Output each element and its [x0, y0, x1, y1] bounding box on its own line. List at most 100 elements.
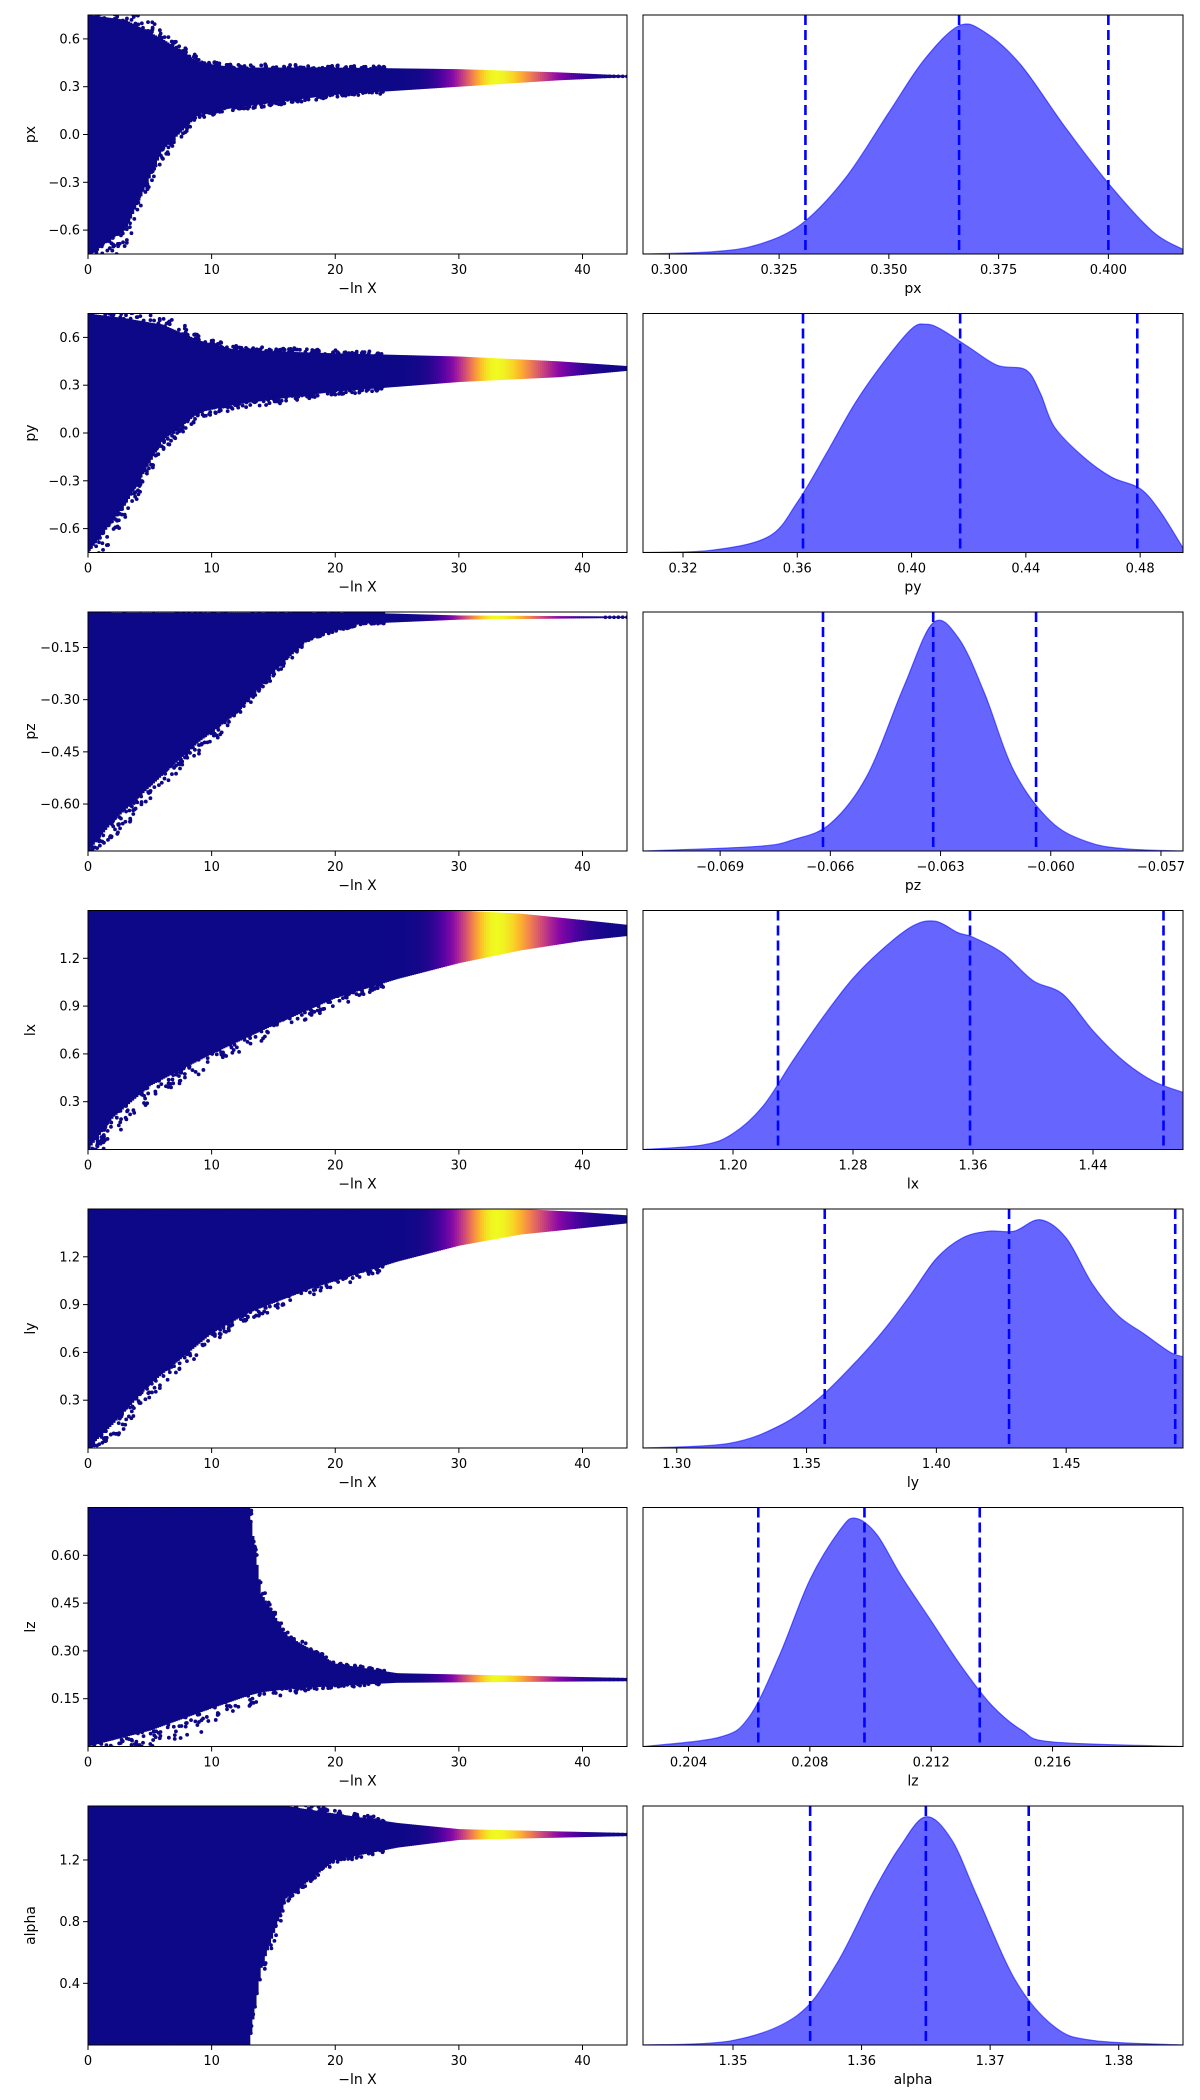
sample-band-strip — [475, 911, 479, 960]
sample-point — [140, 1204, 144, 1208]
sample-band-strip — [349, 67, 352, 94]
sample-band-strip — [496, 358, 500, 381]
sample-point — [233, 606, 237, 610]
sample-band-strip — [510, 70, 514, 84]
sample-point — [368, 66, 373, 71]
sample-point — [126, 26, 131, 30]
sample-point — [344, 1275, 349, 1280]
sample-band-strip — [421, 910, 425, 973]
sample-point — [108, 1512, 112, 1517]
sample-point — [194, 57, 199, 62]
sample-point — [206, 1338, 210, 1343]
sample-band-strip — [403, 1209, 406, 1260]
sample-point — [106, 1494, 110, 1498]
sample-point — [171, 602, 175, 606]
sample-point — [380, 910, 384, 914]
sample-band-strip — [127, 21, 131, 223]
sample-point — [209, 109, 214, 114]
sample-point — [145, 1387, 149, 1391]
sample-point — [115, 1497, 119, 1501]
sample-band-strip — [419, 1673, 423, 1683]
sample-band-strip — [148, 612, 151, 788]
sample-band-strip — [571, 616, 574, 619]
sample-band-strip — [206, 63, 209, 113]
sample-band-strip — [560, 361, 564, 377]
sample-point — [287, 612, 291, 614]
x-tick-label: 30 — [451, 263, 468, 278]
sample-point — [97, 894, 101, 898]
sample-band-strip — [475, 1674, 479, 1683]
sample-point — [132, 1110, 137, 1115]
sample-band-strip — [353, 67, 357, 94]
sample-point — [87, 887, 91, 891]
sample-point — [212, 912, 217, 917]
sample-point — [183, 1492, 187, 1496]
sample-point — [152, 1497, 156, 1501]
sample-point — [93, 296, 97, 300]
sample-point — [96, 1126, 101, 1131]
sample-band-strip — [253, 67, 257, 106]
sample-band-strip — [253, 350, 257, 402]
sample-point — [92, 18, 97, 23]
y-tick-label: 0.6 — [59, 331, 80, 346]
sample-point — [317, 66, 322, 71]
sample-band-strip — [210, 1209, 213, 1334]
sample-point — [289, 1635, 294, 1640]
sample-point — [124, 305, 128, 309]
sample-band-strip — [177, 1209, 180, 1361]
sample-point — [281, 1211, 286, 1216]
sample-point — [256, 1026, 261, 1031]
sample-band-strip — [587, 73, 591, 79]
sample-point — [183, 1075, 187, 1080]
sample-band-strip — [571, 1211, 574, 1230]
sample-point — [150, 178, 154, 183]
sample-band-strip — [135, 25, 139, 206]
sample-point — [263, 1022, 268, 1027]
sample-band-strip — [407, 355, 410, 386]
sample-point — [190, 413, 194, 418]
sample-band-strip — [127, 1209, 131, 1408]
sample-band-strip — [241, 1507, 245, 1698]
sample-band-strip — [208, 1209, 211, 1336]
sample-band-strip — [276, 67, 280, 103]
sample-band-strip — [465, 356, 468, 382]
sample-point — [100, 1736, 105, 1741]
sample-band-strip — [533, 360, 537, 379]
sample-band-strip — [510, 1675, 514, 1682]
sample-point — [97, 303, 101, 307]
sample-point — [157, 1495, 161, 1499]
sample-point — [302, 1204, 306, 1208]
sample-point — [164, 601, 168, 605]
sample-band-strip — [92, 612, 95, 845]
sample-band-strip — [367, 68, 371, 93]
sample-point — [195, 1513, 199, 1518]
sample-point — [136, 1501, 140, 1505]
sample-band-strip — [222, 612, 226, 724]
sample-band-strip — [94, 15, 97, 250]
sample-point — [91, 297, 95, 301]
sample-point — [271, 1022, 276, 1026]
sample-band-strip — [100, 612, 104, 835]
sample-point — [117, 511, 122, 516]
sample-band-strip — [257, 67, 261, 105]
sample-point — [188, 1353, 193, 1358]
sample-band-strip — [546, 72, 549, 82]
sample-band-strip — [143, 1806, 147, 2045]
sample-point — [120, 1218, 124, 1223]
sample-band-strip — [278, 351, 282, 399]
sample-band-strip — [508, 70, 512, 84]
sample-point — [156, 1084, 161, 1089]
sample-point — [241, 1202, 245, 1206]
sample-point — [222, 1329, 227, 1334]
sample-band-strip — [268, 910, 272, 1028]
sample-point — [111, 1431, 116, 1436]
sample-band-strip — [121, 1806, 124, 2045]
sample-band-strip — [398, 1673, 402, 1683]
sample-band-strip — [488, 70, 491, 85]
marginal-density-area — [643, 323, 1183, 553]
sample-band-strip — [326, 67, 330, 96]
sample-band-strip — [291, 612, 294, 655]
sample-band-strip — [504, 358, 508, 380]
sample-point — [95, 1139, 100, 1143]
sample-point — [93, 1752, 97, 1756]
